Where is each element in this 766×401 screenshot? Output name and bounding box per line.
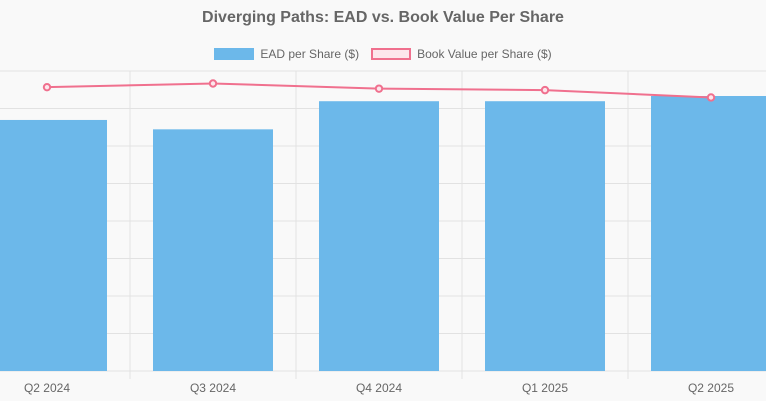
legend-swatch-ead [214,48,255,60]
legend-label-book-value: Book Value per Share ($) [417,47,552,61]
x-tick-label: Q2 2025 [688,381,734,395]
point-book-value-2 [208,79,218,88]
x-tick-label: Q1 2025 [522,381,568,395]
point-book-value-5 [706,93,716,102]
bar-ead-2 [153,129,273,371]
chart-title: Diverging Paths: EAD vs. Book Value Per … [202,9,564,26]
legend-swatch-book-value [371,48,412,60]
x-tick-label: Q3 2024 [190,381,236,395]
x-tick-label: Q2 2024 [24,381,70,395]
x-tick-label: Q4 2024 [356,381,402,395]
point-book-value-4 [540,85,550,95]
point-book-value-3 [374,84,384,93]
legend-label-ead: EAD per Share ($) [260,47,360,61]
legend: EAD per Share ($) Book Value per Share (… [0,47,766,61]
bar-ead-4 [485,101,605,371]
legend-item-ead[interactable]: EAD per Share ($) [214,47,359,61]
point-book-value-1 [42,82,52,92]
bar-ead-3 [319,101,439,371]
bar-ead-1 [0,119,107,371]
bar-ead-5 [651,96,766,371]
legend-item-book-value[interactable]: Book Value per Share ($) [371,47,552,61]
